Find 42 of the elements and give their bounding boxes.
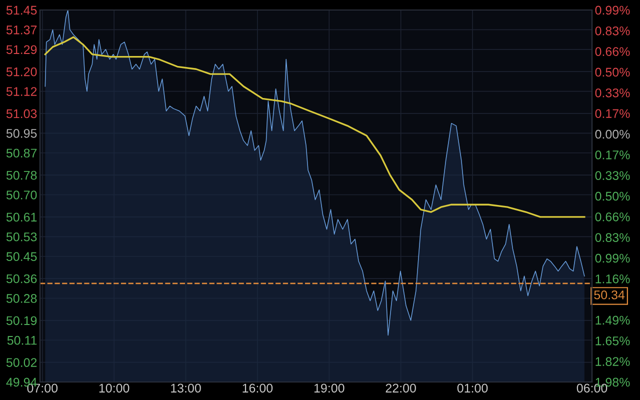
- y-tick-label: 51.03: [6, 109, 37, 118]
- y-tick-label: 51.12: [6, 87, 37, 96]
- y2-tick-label: 0.33%: [595, 88, 630, 98]
- y-tick-label: 50.78: [6, 170, 37, 180]
- x-tick-label: 22:00: [386, 384, 416, 393]
- y2-tick-label: 0.17%: [595, 109, 630, 118]
- y-tick-label: 51.20: [6, 67, 37, 76]
- y2-tick-label: 1.16%: [596, 274, 630, 284]
- y2-tick-label: 1.49%: [596, 316, 630, 325]
- y-tick-label: 50.87: [6, 148, 37, 158]
- y-tick-label: 50.28: [6, 294, 37, 303]
- y-tick-label: 50.19: [6, 316, 37, 326]
- y2-tick-label: 0.50%: [595, 192, 630, 201]
- x-tick-label: 10:00: [99, 384, 130, 393]
- y-tick-label: 51.37: [6, 26, 37, 34]
- y2-tick-label: 0.00%: [595, 130, 630, 139]
- y2-tick-label: 0.50%: [595, 68, 630, 77]
- x-tick-label: 16:00: [242, 384, 273, 393]
- x-tick-label: 19:00: [314, 384, 344, 393]
- y2-tick-label: 0.17%: [595, 150, 630, 160]
- y2-tick-label: 0.83%: [595, 233, 630, 242]
- y2-tick-label: 0.99%: [595, 6, 630, 15]
- ref-line-label: 50.34: [594, 290, 625, 300]
- y-tick-label: 50.95: [6, 128, 37, 138]
- y-tick-label: 50.02: [6, 358, 37, 367]
- y-tick-label: 50.11: [7, 336, 37, 345]
- y2-tick-label: 1.65%: [596, 336, 630, 346]
- x-tick-label: 01:00: [457, 384, 488, 393]
- y-tick-label: 51.45: [6, 6, 37, 15]
- y-tick-label: 50.36: [6, 274, 37, 284]
- y-tick-label: 50.53: [6, 232, 37, 242]
- x-tick-label: 13:00: [171, 384, 201, 393]
- y2-tick-label: 0.99%: [595, 254, 630, 263]
- y-tick-label: 51.29: [6, 45, 37, 54]
- y2-tick-label: 0.33%: [595, 171, 630, 180]
- y-tick-label: 50.45: [6, 252, 37, 262]
- y-tick-label: 50.61: [6, 212, 37, 222]
- y-tick-label: 50.70: [6, 190, 37, 200]
- y2-tick-label: 1.82%: [596, 357, 630, 366]
- y2-tick-label: 0.83%: [595, 26, 630, 36]
- y2-tick-label: 0.66%: [595, 47, 630, 56]
- y2-tick-label: 0.66%: [595, 212, 630, 222]
